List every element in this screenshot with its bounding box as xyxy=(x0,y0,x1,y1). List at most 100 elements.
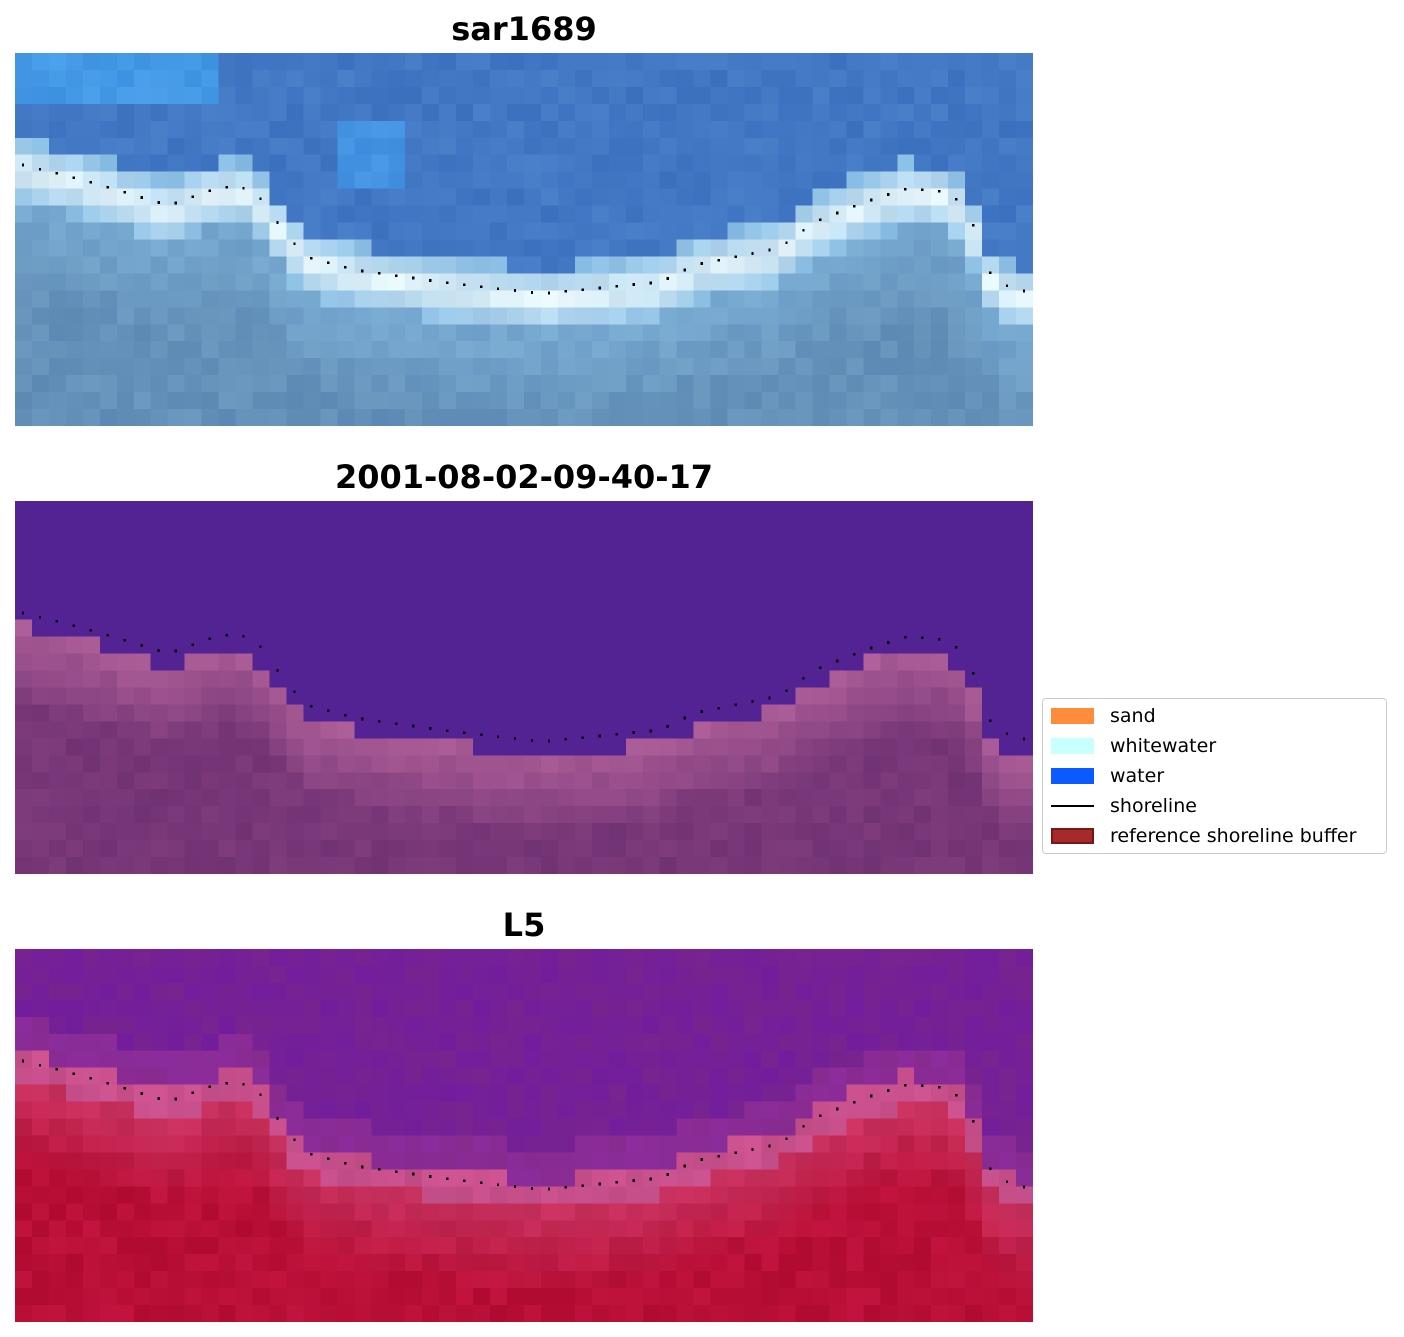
shoreline-dot xyxy=(225,185,228,189)
shoreline-dot xyxy=(971,1119,975,1123)
shoreline-dot xyxy=(242,186,245,190)
legend-item-whitewater: whitewater xyxy=(1051,735,1216,757)
shoreline-dot xyxy=(378,1167,381,1171)
shoreline-dots xyxy=(21,611,1026,743)
shoreline-dot xyxy=(191,643,194,647)
shoreline-dot xyxy=(38,615,42,619)
shoreline-dot xyxy=(802,676,805,680)
shoreline-dot xyxy=(513,289,517,292)
whitewater-swatch xyxy=(1051,738,1094,754)
shoreline-dot xyxy=(106,1081,109,1085)
shoreline-dot xyxy=(615,1180,618,1184)
shoreline-dot xyxy=(988,271,992,274)
shoreline-dot xyxy=(310,704,313,708)
shoreline-dot xyxy=(55,1068,59,1071)
shoreline-dot xyxy=(988,719,992,722)
shoreline-dot xyxy=(89,628,93,632)
shoreline-dot xyxy=(344,1161,347,1165)
legend-label: sand xyxy=(1110,705,1156,727)
shoreline-dot xyxy=(581,736,585,740)
shoreline-dot xyxy=(445,729,449,733)
shoreline-dot xyxy=(734,703,737,707)
legend: sand whitewater water shoreline referenc… xyxy=(1042,698,1387,854)
shoreline-dot xyxy=(751,1148,754,1151)
shoreline-dot xyxy=(106,633,109,637)
shoreline-dot xyxy=(445,1177,449,1181)
shoreline-dot xyxy=(378,719,381,723)
reference-buffer-swatch xyxy=(1051,828,1094,844)
shoreline-dot xyxy=(395,1170,398,1174)
shoreline-dot xyxy=(276,669,279,672)
shoreline-dot xyxy=(293,1138,296,1142)
shoreline-dot xyxy=(513,1185,517,1188)
shoreline-dot xyxy=(140,1092,143,1095)
classified-image xyxy=(15,501,1033,874)
shoreline-dot xyxy=(496,287,500,290)
shoreline-dot xyxy=(412,276,415,280)
panel-title: sar1689 xyxy=(451,10,597,48)
shoreline-dot xyxy=(38,167,42,171)
shoreline-dot xyxy=(649,729,652,733)
shoreline-dot xyxy=(853,652,856,656)
shoreline-dot xyxy=(530,739,534,742)
shoreline-dot xyxy=(700,710,703,713)
shoreline-dot xyxy=(208,637,211,641)
shoreline-dot xyxy=(55,620,59,623)
shoreline-dot xyxy=(276,1117,279,1120)
shoreline-dot xyxy=(734,255,737,259)
shoreline-dot xyxy=(38,1063,42,1067)
water-swatch xyxy=(1051,768,1094,784)
shoreline-dot xyxy=(870,1094,873,1098)
shoreline-line-icon xyxy=(1051,805,1094,807)
legend-label: whitewater xyxy=(1110,735,1217,757)
shoreline-dot xyxy=(921,188,924,192)
legend-item-water: water xyxy=(1051,765,1164,787)
legend-label: water xyxy=(1110,765,1165,787)
shoreline-dot xyxy=(683,1164,686,1168)
shoreline-dot xyxy=(140,644,143,647)
shoreline-dot xyxy=(954,1094,958,1097)
sand-swatch xyxy=(1051,708,1094,724)
shoreline-dot xyxy=(89,180,93,184)
shoreline-dot xyxy=(785,689,788,693)
shoreline-dot xyxy=(89,1076,93,1080)
shoreline-dot xyxy=(395,722,398,726)
shoreline-dot xyxy=(768,1144,771,1148)
shoreline-dot xyxy=(225,633,228,637)
shoreline-dot xyxy=(836,211,839,215)
shoreline-dot xyxy=(564,1186,568,1189)
shoreline-dot xyxy=(395,274,398,278)
shoreline-dot xyxy=(666,1173,669,1176)
shoreline-dots xyxy=(21,1059,1026,1191)
shoreline-dot xyxy=(327,709,330,713)
panel-title: L5 xyxy=(502,906,546,944)
shoreline-dot xyxy=(700,262,703,265)
shoreline-dot xyxy=(1005,732,1009,736)
shoreline-dot xyxy=(971,671,975,675)
shoreline-dot xyxy=(615,284,618,288)
shoreline-dot xyxy=(123,191,126,194)
shoreline-dot xyxy=(361,269,364,273)
shoreline-dot xyxy=(259,197,262,201)
shoreline-dot xyxy=(870,646,873,650)
legend-item-reference-buffer: reference shoreline buffer xyxy=(1051,825,1356,847)
shoreline-dot xyxy=(174,201,177,205)
shoreline-dot xyxy=(157,1097,160,1100)
shoreline-dot xyxy=(683,268,686,272)
shoreline-dot xyxy=(632,731,635,734)
shoreline-dot xyxy=(174,1097,177,1101)
shoreline-dot xyxy=(853,1100,856,1104)
shoreline-dot xyxy=(954,198,958,201)
shoreline-dot xyxy=(157,201,160,204)
shoreline-dot xyxy=(344,265,347,269)
shoreline-dot xyxy=(123,639,126,642)
shoreline-dot xyxy=(666,277,669,280)
shoreline-dot xyxy=(496,1183,500,1186)
shoreline-dot xyxy=(581,288,585,292)
shoreline-dot xyxy=(123,1087,126,1090)
shoreline-dot xyxy=(513,737,517,740)
shoreline-dot xyxy=(327,1157,330,1161)
shoreline-dot xyxy=(768,248,771,252)
shoreline-dot xyxy=(598,734,602,738)
shoreline-dot xyxy=(225,1081,228,1085)
